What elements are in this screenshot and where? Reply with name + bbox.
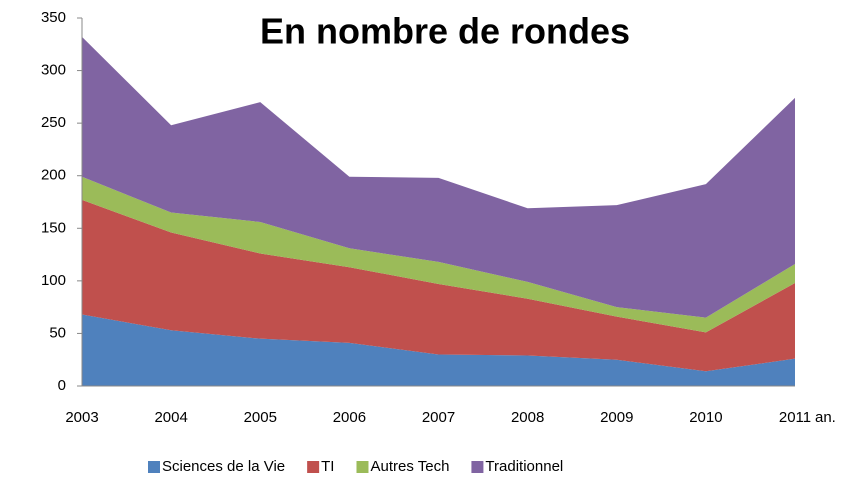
- area: [82, 199, 795, 372]
- area: [82, 176, 795, 333]
- area: [82, 36, 795, 318]
- x-tick-label: 2011: [779, 409, 811, 426]
- legend-label: TI: [321, 458, 334, 475]
- y-tick-label: 300: [41, 62, 66, 79]
- legend-label: Sciences de la Vie: [162, 458, 285, 475]
- y-tick-label: 250: [41, 114, 66, 131]
- legend-swatch: [356, 461, 369, 473]
- x-tick-label: 2009: [600, 409, 633, 426]
- y-tick-label: 100: [41, 272, 66, 289]
- legend: Sciences de la Vie TI Autres Tech Tradition…: [148, 458, 563, 475]
- x-tick-label: 2004: [154, 409, 187, 426]
- y-tick-label: 150: [41, 219, 66, 236]
- x-tick-label: 2005: [244, 409, 277, 426]
- x-tick-label: 2007: [422, 409, 455, 426]
- legend-swatch: [471, 461, 484, 473]
- y-tick-label: 200: [41, 167, 66, 184]
- x-tick-label: 2010: [689, 409, 722, 426]
- legend-label: Traditionnel: [485, 458, 563, 475]
- x-tick-label: 2006: [333, 409, 366, 426]
- x-axis-label: an.: [815, 409, 836, 426]
- legend-swatch: [307, 461, 320, 473]
- y-tick-label: 50: [49, 324, 66, 341]
- legend-label: Autres Tech: [370, 458, 449, 475]
- x-tick-label: 2003: [65, 409, 98, 426]
- legend-swatch: [148, 461, 160, 473]
- x-tick-label: 2008: [511, 409, 544, 426]
- y-tick-label: 350: [41, 9, 66, 26]
- area: [82, 314, 795, 386]
- y-tick-label: 0: [58, 377, 66, 394]
- chart-title: En nombre de rondes: [260, 11, 630, 52]
